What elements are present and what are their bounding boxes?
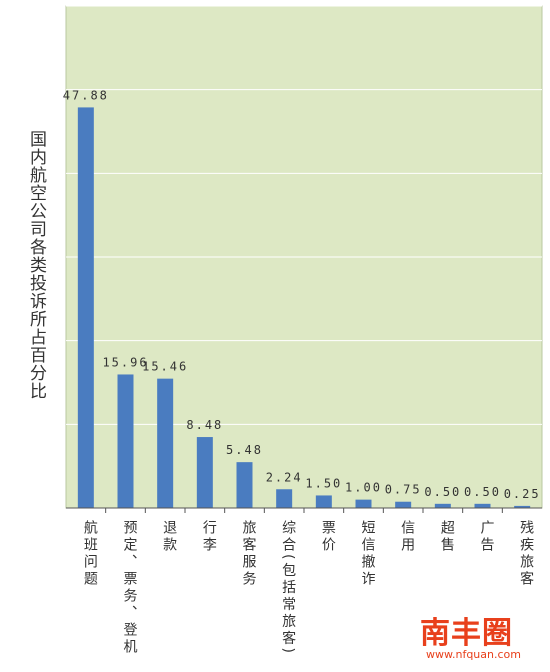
x-tick-label: 票价: [320, 520, 336, 554]
watermark-url: www.nfquan.com: [426, 648, 521, 661]
bar: [514, 505, 531, 508]
x-tick-label: 综合(包括常旅客): [280, 520, 296, 656]
x-tick-label: 航班问题: [82, 520, 98, 588]
x-tick-labels: 航班问题 预定、票务、登机 退款 行李 旅客服务 综合(包括常旅客) 票价 短信撤诈 信用 超售广…: [82, 520, 534, 656]
value-label: 47.88: [63, 88, 109, 102]
value-label: 15.46: [142, 360, 188, 374]
bar: [157, 378, 174, 508]
bar: [236, 462, 253, 508]
gridlines: [66, 5, 542, 425]
watermark-brand: 南丰圈: [420, 616, 513, 651]
value-label: 8.48: [186, 418, 223, 432]
bar: [315, 495, 332, 508]
x-tick-label: 退款: [161, 520, 177, 554]
x-tick-label: 行李: [201, 520, 217, 554]
bar: [434, 503, 451, 508]
x-axis: [66, 507, 542, 513]
watermark-logo: 南丰圈 www.nfquan.com: [420, 598, 550, 668]
value-label: 0.50: [464, 485, 501, 499]
value-label: 1.50: [305, 476, 342, 490]
bar: [355, 499, 372, 508]
x-tick-label: 短信撤诈: [360, 520, 376, 588]
value-label: 2.24: [266, 470, 303, 484]
y-axis-label: 国内航空公司各类投诉所占百分比: [26, 130, 46, 400]
value-label: 15.96: [102, 355, 148, 369]
bar: [474, 503, 491, 508]
value-label: 5.48: [226, 443, 263, 457]
x-tick-label: 预定、票务、登机: [122, 520, 138, 656]
bars: [77, 107, 531, 509]
bar: [117, 374, 134, 508]
bar: [276, 489, 293, 508]
bar: [77, 107, 94, 509]
bar: [395, 501, 412, 508]
x-tick-label: 残疾旅客: [518, 520, 534, 588]
x-tick-label: 信用: [399, 520, 415, 554]
x-tick-label: 旅客服务: [241, 520, 257, 588]
value-label: 0.75: [385, 483, 422, 497]
bar: [196, 437, 213, 508]
value-label: 0.50: [424, 485, 461, 499]
value-label: 1.00: [345, 481, 382, 495]
value-label: 0.25: [504, 487, 541, 501]
x-tick-label: 广告: [479, 520, 495, 554]
x-tick-label: 超售: [439, 520, 455, 554]
